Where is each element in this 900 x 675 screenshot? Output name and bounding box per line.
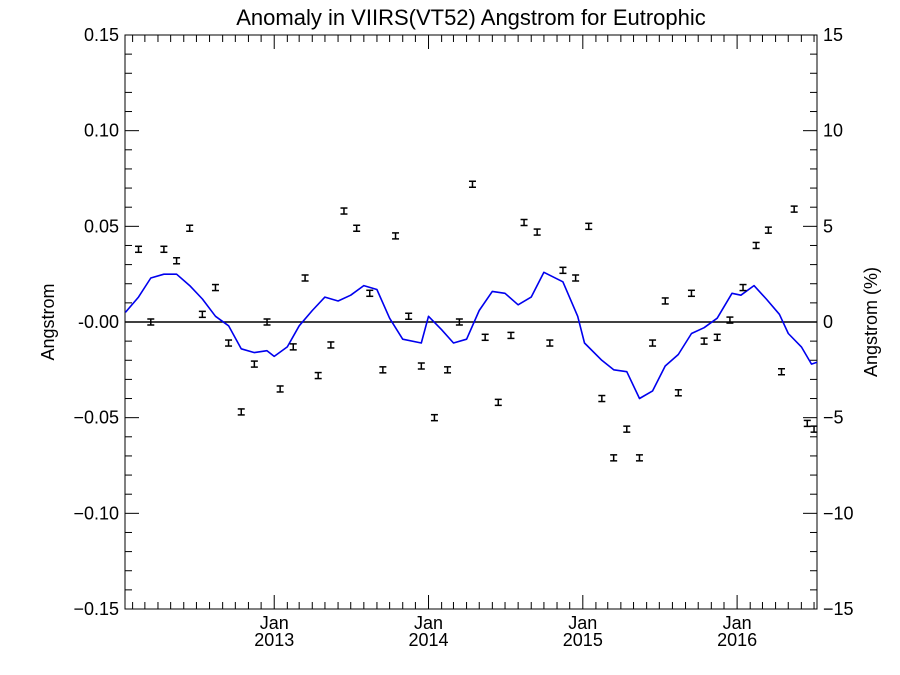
errorbar-series [135,180,818,462]
data-point [135,245,143,254]
y-axis-right: 15 10 5 0 −5 −10 −15 [803,25,854,619]
data-point [803,419,811,428]
data-point [225,339,233,347]
data-point [764,226,772,234]
data-point [276,385,284,393]
y-right-tick-label: 15 [823,25,843,45]
data-point [726,316,734,324]
data-point [494,398,502,407]
data-point [430,413,438,422]
y-right-tick-label: −10 [823,503,854,523]
y-left-tick-label: 0.15 [84,25,119,45]
x-tick-label-year: 2014 [408,630,448,650]
x-tick-label-month: Jan [568,613,597,633]
x-tick-label-year: 2016 [717,630,757,650]
series-line [124,271,818,400]
y-axis-label-right: Angstrom (%) [861,267,881,377]
data-point [147,318,155,326]
data-point [752,241,760,250]
y-right-tick-label: 5 [823,216,833,236]
data-point [392,232,400,240]
data-point [598,394,606,403]
data-point [366,289,374,298]
data-point [661,297,669,305]
data-point [237,408,245,416]
y-right-tick-label: 0 [823,312,833,332]
data-point [585,222,593,231]
y-left-tick-label: −0.05 [73,408,119,428]
data-point [649,339,657,347]
data-point [160,245,168,254]
data-point [455,318,463,326]
data-point [481,333,489,342]
x-tick-label-year: 2015 [563,630,603,650]
y-left-tick-label: 0.10 [84,121,119,141]
x-tick-label-year: 2013 [254,630,294,650]
data-point [250,360,258,368]
data-point [520,218,528,227]
y-left-tick-label: 0.05 [84,216,119,236]
data-point [623,425,631,433]
data-point [546,339,554,347]
data-point [405,312,413,321]
y-left-tick-label: −0.15 [73,599,119,619]
data-point [739,283,747,292]
data-point [777,367,785,376]
y-right-tick-label: −5 [823,408,844,428]
data-point [700,337,708,345]
data-point [263,318,271,326]
data-point [713,333,721,342]
data-point [810,425,818,433]
y-left-tick-label: -0.00 [78,312,119,332]
data-point [327,341,335,349]
y-right-tick-label: −15 [823,599,854,619]
data-point [353,224,361,232]
x-tick-label-month: Jan [260,613,289,633]
y-axis-left: 0.15 0.10 0.05 -0.00 −0.05 −0.10 −0.15 [73,25,139,619]
data-point [674,389,682,397]
y-axis-label-left: Angstrom [38,283,58,360]
chart-title: Anomaly in VIIRS(VT52) Angstrom for Eutr… [236,5,706,30]
y-right-tick-label: 10 [823,121,843,141]
data-point [533,228,541,236]
data-point [173,257,181,265]
data-point [468,180,476,188]
data-point [289,343,297,351]
data-point [635,454,643,462]
data-point [379,366,387,374]
data-point [610,454,618,462]
x-tick-label-month: Jan [723,613,752,633]
data-point [340,207,348,215]
data-point [507,331,515,340]
data-point [198,310,206,319]
data-point [687,289,695,298]
data-point [211,283,219,292]
data-point [314,371,322,380]
data-point [790,205,798,213]
y-left-tick-label: −0.10 [73,503,119,523]
x-tick-label-month: Jan [414,613,443,633]
data-point [559,266,567,275]
data-point [572,274,580,282]
data-point [186,224,194,232]
data-point [301,274,309,282]
data-point [444,366,452,374]
data-point [417,362,425,370]
